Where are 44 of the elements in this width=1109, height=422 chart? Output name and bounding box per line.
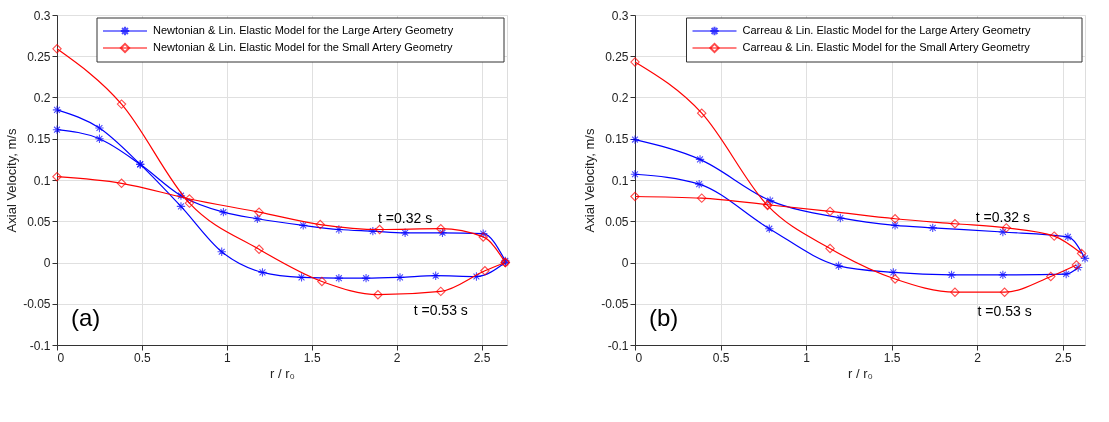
y-tick-label: 0.1 xyxy=(611,173,629,188)
y-tick-label: -0.05 xyxy=(23,297,51,312)
y-tick-label: -0.1 xyxy=(29,338,51,353)
y-tick-label: 0.3 xyxy=(33,8,51,23)
y-axis-title: Axial Velocity, m/s xyxy=(4,128,20,233)
y-tick-label: -0.1 xyxy=(607,338,629,353)
y-axis-title: Axial Velocity, m/s xyxy=(582,128,598,233)
x-tick-label: 2.5 xyxy=(473,350,491,365)
x-tick-label: 2 xyxy=(393,350,401,365)
legend-label: Newtonian & Lin. Elastic Model for the Large Artery Geometry xyxy=(153,24,454,36)
x-tick-label: 0.5 xyxy=(712,350,730,365)
annotation: t =0.53 s xyxy=(413,302,468,319)
y-tick-label: 0.05 xyxy=(605,214,629,229)
x-tick-label: 2.5 xyxy=(1054,350,1072,365)
y-tick-label: 0.3 xyxy=(611,8,629,23)
x-axis-title: r / r₀ xyxy=(270,365,295,381)
y-tick-label: 0.25 xyxy=(27,49,51,64)
x-tick-label: 1 xyxy=(803,350,811,365)
y-tick-label: 0.2 xyxy=(611,91,629,105)
annotation: t =0.32 s xyxy=(378,209,433,226)
annotation: t =0.53 s xyxy=(977,303,1032,320)
y-tick-label: 0.1 xyxy=(33,173,51,188)
x-tick-label: 0.5 xyxy=(134,350,152,365)
y-tick-label: 0.25 xyxy=(605,49,629,64)
y-tick-label: 0 xyxy=(621,256,629,270)
y-tick-label: 0.15 xyxy=(27,132,51,147)
x-tick-label: 0 xyxy=(635,350,643,365)
annotation: (a) xyxy=(71,304,101,331)
y-tick-label: 0.2 xyxy=(33,91,51,105)
x-tick-label: 1.5 xyxy=(303,350,321,365)
annotation: t =0.32 s xyxy=(975,208,1030,225)
x-tick-label: 1 xyxy=(223,350,231,365)
x-tick-label: 1.5 xyxy=(883,350,901,365)
annotation: (b) xyxy=(649,304,679,331)
x-tick-label: 0 xyxy=(57,350,65,365)
y-tick-label: 0.05 xyxy=(27,214,51,229)
legend-label: Newtonian & Lin. Elastic Model for the Small Artery Geometry xyxy=(153,41,454,53)
y-tick-label: 0.15 xyxy=(605,132,629,147)
x-tick-label: 2 xyxy=(974,350,982,365)
x-axis-title: r / r₀ xyxy=(848,365,873,381)
legend-label: Carreau & Lin. Elastic Model for the Large Artery Geometry xyxy=(742,24,1031,36)
y-tick-label: 0 xyxy=(43,256,51,270)
legend-label: Carreau & Lin. Elastic Model for the Small Artery Geometry xyxy=(742,41,1031,53)
y-tick-label: -0.05 xyxy=(601,297,629,312)
